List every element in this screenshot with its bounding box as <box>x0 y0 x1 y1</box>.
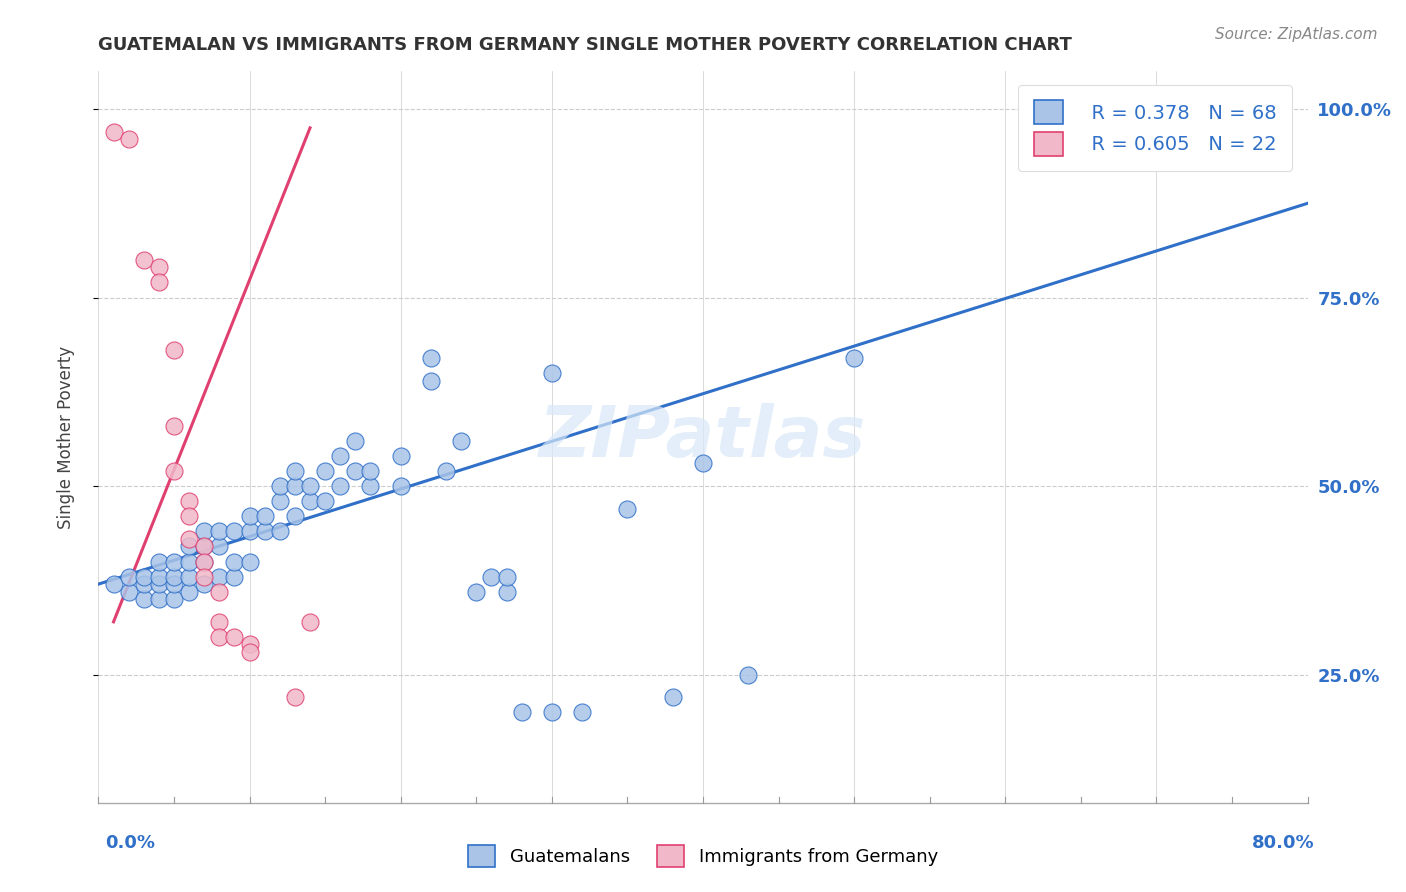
Point <box>239 509 262 524</box>
Point <box>661 690 683 705</box>
Point <box>193 569 215 583</box>
Point <box>179 540 201 554</box>
Point <box>284 464 307 478</box>
Point <box>163 577 186 591</box>
Point <box>284 509 307 524</box>
Point <box>224 630 246 644</box>
Point <box>239 645 262 659</box>
Text: 80.0%: 80.0% <box>1251 834 1315 852</box>
Point <box>284 479 307 493</box>
Point <box>118 132 141 146</box>
Point <box>148 592 170 607</box>
Point <box>737 667 759 681</box>
Point <box>208 569 231 583</box>
Point <box>692 457 714 471</box>
Point <box>389 479 412 493</box>
Text: GUATEMALAN VS IMMIGRANTS FROM GERMANY SINGLE MOTHER POVERTY CORRELATION CHART: GUATEMALAN VS IMMIGRANTS FROM GERMANY SI… <box>98 36 1073 54</box>
Point <box>132 252 155 267</box>
Point <box>163 554 186 568</box>
Point <box>163 569 186 583</box>
Point <box>224 554 246 568</box>
Point <box>132 569 155 583</box>
Point <box>420 351 443 365</box>
Point <box>360 464 382 478</box>
Point <box>239 524 262 539</box>
Point <box>481 569 503 583</box>
Point <box>269 494 291 508</box>
Point <box>148 276 170 290</box>
Point <box>420 374 443 388</box>
Point <box>148 260 170 275</box>
Point <box>163 464 186 478</box>
Point <box>148 554 170 568</box>
Point <box>148 569 170 583</box>
Point <box>540 706 562 720</box>
Point <box>193 577 215 591</box>
Point <box>224 569 246 583</box>
Point <box>269 479 291 493</box>
Point <box>299 479 322 493</box>
Point <box>132 577 155 591</box>
Point <box>344 434 367 448</box>
Point <box>314 464 336 478</box>
Point <box>844 351 866 365</box>
Point <box>495 569 517 583</box>
Point <box>329 449 352 463</box>
Point <box>179 509 201 524</box>
Point <box>179 532 201 546</box>
Point <box>193 554 215 568</box>
Legend: Guatemalans, Immigrants from Germany: Guatemalans, Immigrants from Germany <box>461 838 945 874</box>
Point <box>329 479 352 493</box>
Point <box>208 540 231 554</box>
Point <box>253 509 276 524</box>
Point <box>193 540 215 554</box>
Point <box>571 706 593 720</box>
Point <box>434 464 457 478</box>
Point <box>239 637 262 651</box>
Point <box>179 554 201 568</box>
Text: 0.0%: 0.0% <box>105 834 156 852</box>
Point <box>193 540 215 554</box>
Point <box>284 690 307 705</box>
Point <box>118 584 141 599</box>
Point <box>465 584 488 599</box>
Point <box>360 479 382 493</box>
Point <box>208 524 231 539</box>
Y-axis label: Single Mother Poverty: Single Mother Poverty <box>56 345 75 529</box>
Point <box>208 584 231 599</box>
Text: ZIPatlas: ZIPatlas <box>540 402 866 472</box>
Point <box>103 577 125 591</box>
Point <box>344 464 367 478</box>
Point <box>118 569 141 583</box>
Point <box>103 125 125 139</box>
Point <box>179 569 201 583</box>
Point <box>208 615 231 629</box>
Point <box>193 524 215 539</box>
Point <box>239 554 262 568</box>
Point <box>450 434 472 448</box>
Point <box>495 584 517 599</box>
Point <box>179 494 201 508</box>
Point <box>148 577 170 591</box>
Point <box>193 554 215 568</box>
Point <box>299 494 322 508</box>
Point <box>163 418 186 433</box>
Text: Source: ZipAtlas.com: Source: ZipAtlas.com <box>1215 27 1378 42</box>
Point <box>163 592 186 607</box>
Point <box>299 615 322 629</box>
Point <box>389 449 412 463</box>
Legend:   R = 0.378   N = 68,   R = 0.605   N = 22: R = 0.378 N = 68, R = 0.605 N = 22 <box>1018 85 1292 171</box>
Point <box>132 592 155 607</box>
Point <box>540 366 562 380</box>
Point <box>163 343 186 358</box>
Point <box>224 524 246 539</box>
Point <box>616 501 638 516</box>
Point <box>208 630 231 644</box>
Point <box>314 494 336 508</box>
Point <box>269 524 291 539</box>
Point <box>253 524 276 539</box>
Point <box>179 584 201 599</box>
Point <box>510 706 533 720</box>
